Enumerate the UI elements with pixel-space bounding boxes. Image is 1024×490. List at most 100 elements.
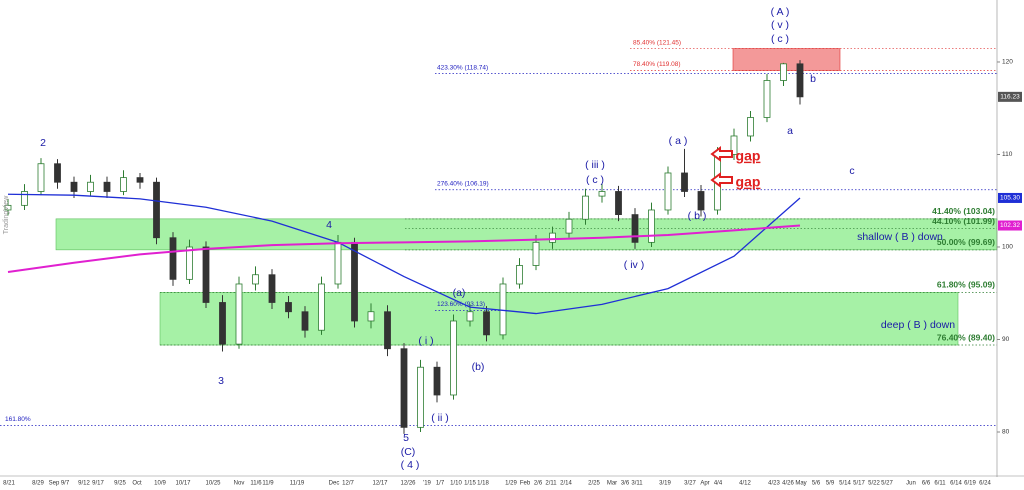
x-tick-label: 3/11 xyxy=(631,481,643,487)
x-tick-label: Feb xyxy=(520,481,531,487)
x-tick-label: Dec xyxy=(329,481,340,487)
wave-label: (C) xyxy=(401,446,416,458)
candle-body xyxy=(747,117,754,137)
candle-body xyxy=(153,181,160,239)
x-tick-label: 3/19 xyxy=(659,481,671,487)
candle-body xyxy=(631,214,639,243)
x-tick-label: 2/11 xyxy=(545,481,557,487)
moving-average xyxy=(7,193,801,315)
y-tick-label: 80 xyxy=(1002,429,1010,436)
candle-body xyxy=(796,63,804,98)
x-tick-label: 1/18 xyxy=(477,481,489,487)
x-tick-label: 6/14 xyxy=(950,481,962,487)
x-tick-label: 1/15 xyxy=(464,481,476,487)
price-label: 116.23 xyxy=(1000,94,1020,101)
x-tick-label: 12/26 xyxy=(400,481,416,487)
level-label: 61.80% (95.09) xyxy=(937,280,995,290)
level-label: 76.40% (89.40) xyxy=(937,332,995,342)
candle-body xyxy=(169,237,177,280)
gap-arrow xyxy=(710,172,733,188)
x-tick-label: 6/6 xyxy=(922,481,931,487)
candle-body xyxy=(186,246,193,280)
y-tick-label: 100 xyxy=(1002,244,1013,251)
wave-label: c xyxy=(849,165,854,177)
x-tick-label: Nov xyxy=(234,481,245,487)
candle-body xyxy=(301,311,309,331)
x-tick-label: 5/6 xyxy=(812,481,821,487)
candle-body xyxy=(21,191,28,206)
zone xyxy=(159,292,959,346)
candle-body xyxy=(499,283,507,336)
x-tick-label: 10/25 xyxy=(205,481,221,487)
x-tick-label: 8/29 xyxy=(32,481,44,487)
wave-label: 3 xyxy=(218,375,224,387)
candles xyxy=(4,60,804,434)
candle-body xyxy=(763,80,771,118)
wave-label: a xyxy=(787,125,793,137)
wave-label: 5 xyxy=(403,432,409,444)
x-tick-label: Sep xyxy=(49,481,60,487)
level-label: 161.80% xyxy=(5,416,31,423)
x-tick-label: 6/24 xyxy=(979,481,991,487)
candle-body xyxy=(615,191,622,216)
x-tick-label: 11/6 xyxy=(250,481,262,487)
candle-body xyxy=(70,181,78,192)
level-label: 41.40% (103.04) xyxy=(932,206,995,216)
price-label: 105.30 xyxy=(1000,195,1020,202)
candle-body xyxy=(268,274,276,303)
wave-label: ( a ) xyxy=(669,135,688,147)
level-label: 423.30% (118.74) xyxy=(437,64,488,71)
x-tick-label: 5/9 xyxy=(826,481,835,487)
moving-averages xyxy=(7,193,801,315)
y-tick-label: 120 xyxy=(1002,59,1013,66)
moving-average xyxy=(7,224,801,273)
x-tick-label: Apr xyxy=(700,481,709,487)
x-tick-label: 1/10 xyxy=(450,481,462,487)
candle-body xyxy=(450,320,457,396)
x-tick-label: Oct xyxy=(132,481,142,487)
x-tick-label: 6/19 xyxy=(964,481,976,487)
x-tick-label: 4/26 xyxy=(782,481,794,487)
x-tick-label: 2/25 xyxy=(588,481,600,487)
wave-label: shallow ( B ) down xyxy=(857,231,943,243)
x-tick-label: May xyxy=(795,481,806,487)
wave-label: ( i ) xyxy=(418,335,433,347)
candle-body xyxy=(384,311,391,350)
x-tick-label: 4/4 xyxy=(714,481,723,487)
x-tick-label: 5/22 xyxy=(868,481,880,487)
candle-body xyxy=(400,348,408,428)
price-label-box xyxy=(998,192,1022,203)
candle-body xyxy=(433,366,441,396)
watermark: TradingView xyxy=(3,195,10,234)
wave-label: ( b ) xyxy=(688,210,707,222)
wave-label: ( c ) xyxy=(771,33,789,45)
wave-label: ( 4 ) xyxy=(401,459,420,471)
price-label-box xyxy=(998,91,1022,102)
x-tick-label: 10/9 xyxy=(154,481,166,487)
candle-body xyxy=(219,302,226,345)
x-tick-label: 8/21 xyxy=(3,481,15,487)
y-tick-label: 90 xyxy=(1002,336,1010,343)
wave-label: b xyxy=(810,73,816,85)
level-label: 50.00% (99.69) xyxy=(937,237,995,247)
x-tick-label: 11/9 xyxy=(262,481,274,487)
y-tick-label: 110 xyxy=(1002,151,1013,158)
x-tick-label: 2/6 xyxy=(534,481,543,487)
candle-body xyxy=(120,177,127,192)
x-tick-label: '19 xyxy=(423,481,431,487)
candle-body xyxy=(417,366,424,428)
candle-body xyxy=(252,274,259,285)
x-tick-label: Jun xyxy=(906,481,916,487)
candle-body xyxy=(483,311,490,336)
x-tick-label: 12/17 xyxy=(372,481,388,487)
x-tick-label: Mar xyxy=(607,481,617,487)
candle-body xyxy=(598,191,606,197)
x-tick-label: 5/17 xyxy=(853,481,865,487)
candle-body xyxy=(136,177,144,183)
wave-label: deep ( B ) down xyxy=(881,319,955,331)
candle-body xyxy=(730,135,738,155)
candle-body xyxy=(582,195,589,220)
candle-body xyxy=(285,302,292,313)
level-label: 123.60% (93.13) xyxy=(437,301,485,308)
candle-body xyxy=(664,172,672,211)
